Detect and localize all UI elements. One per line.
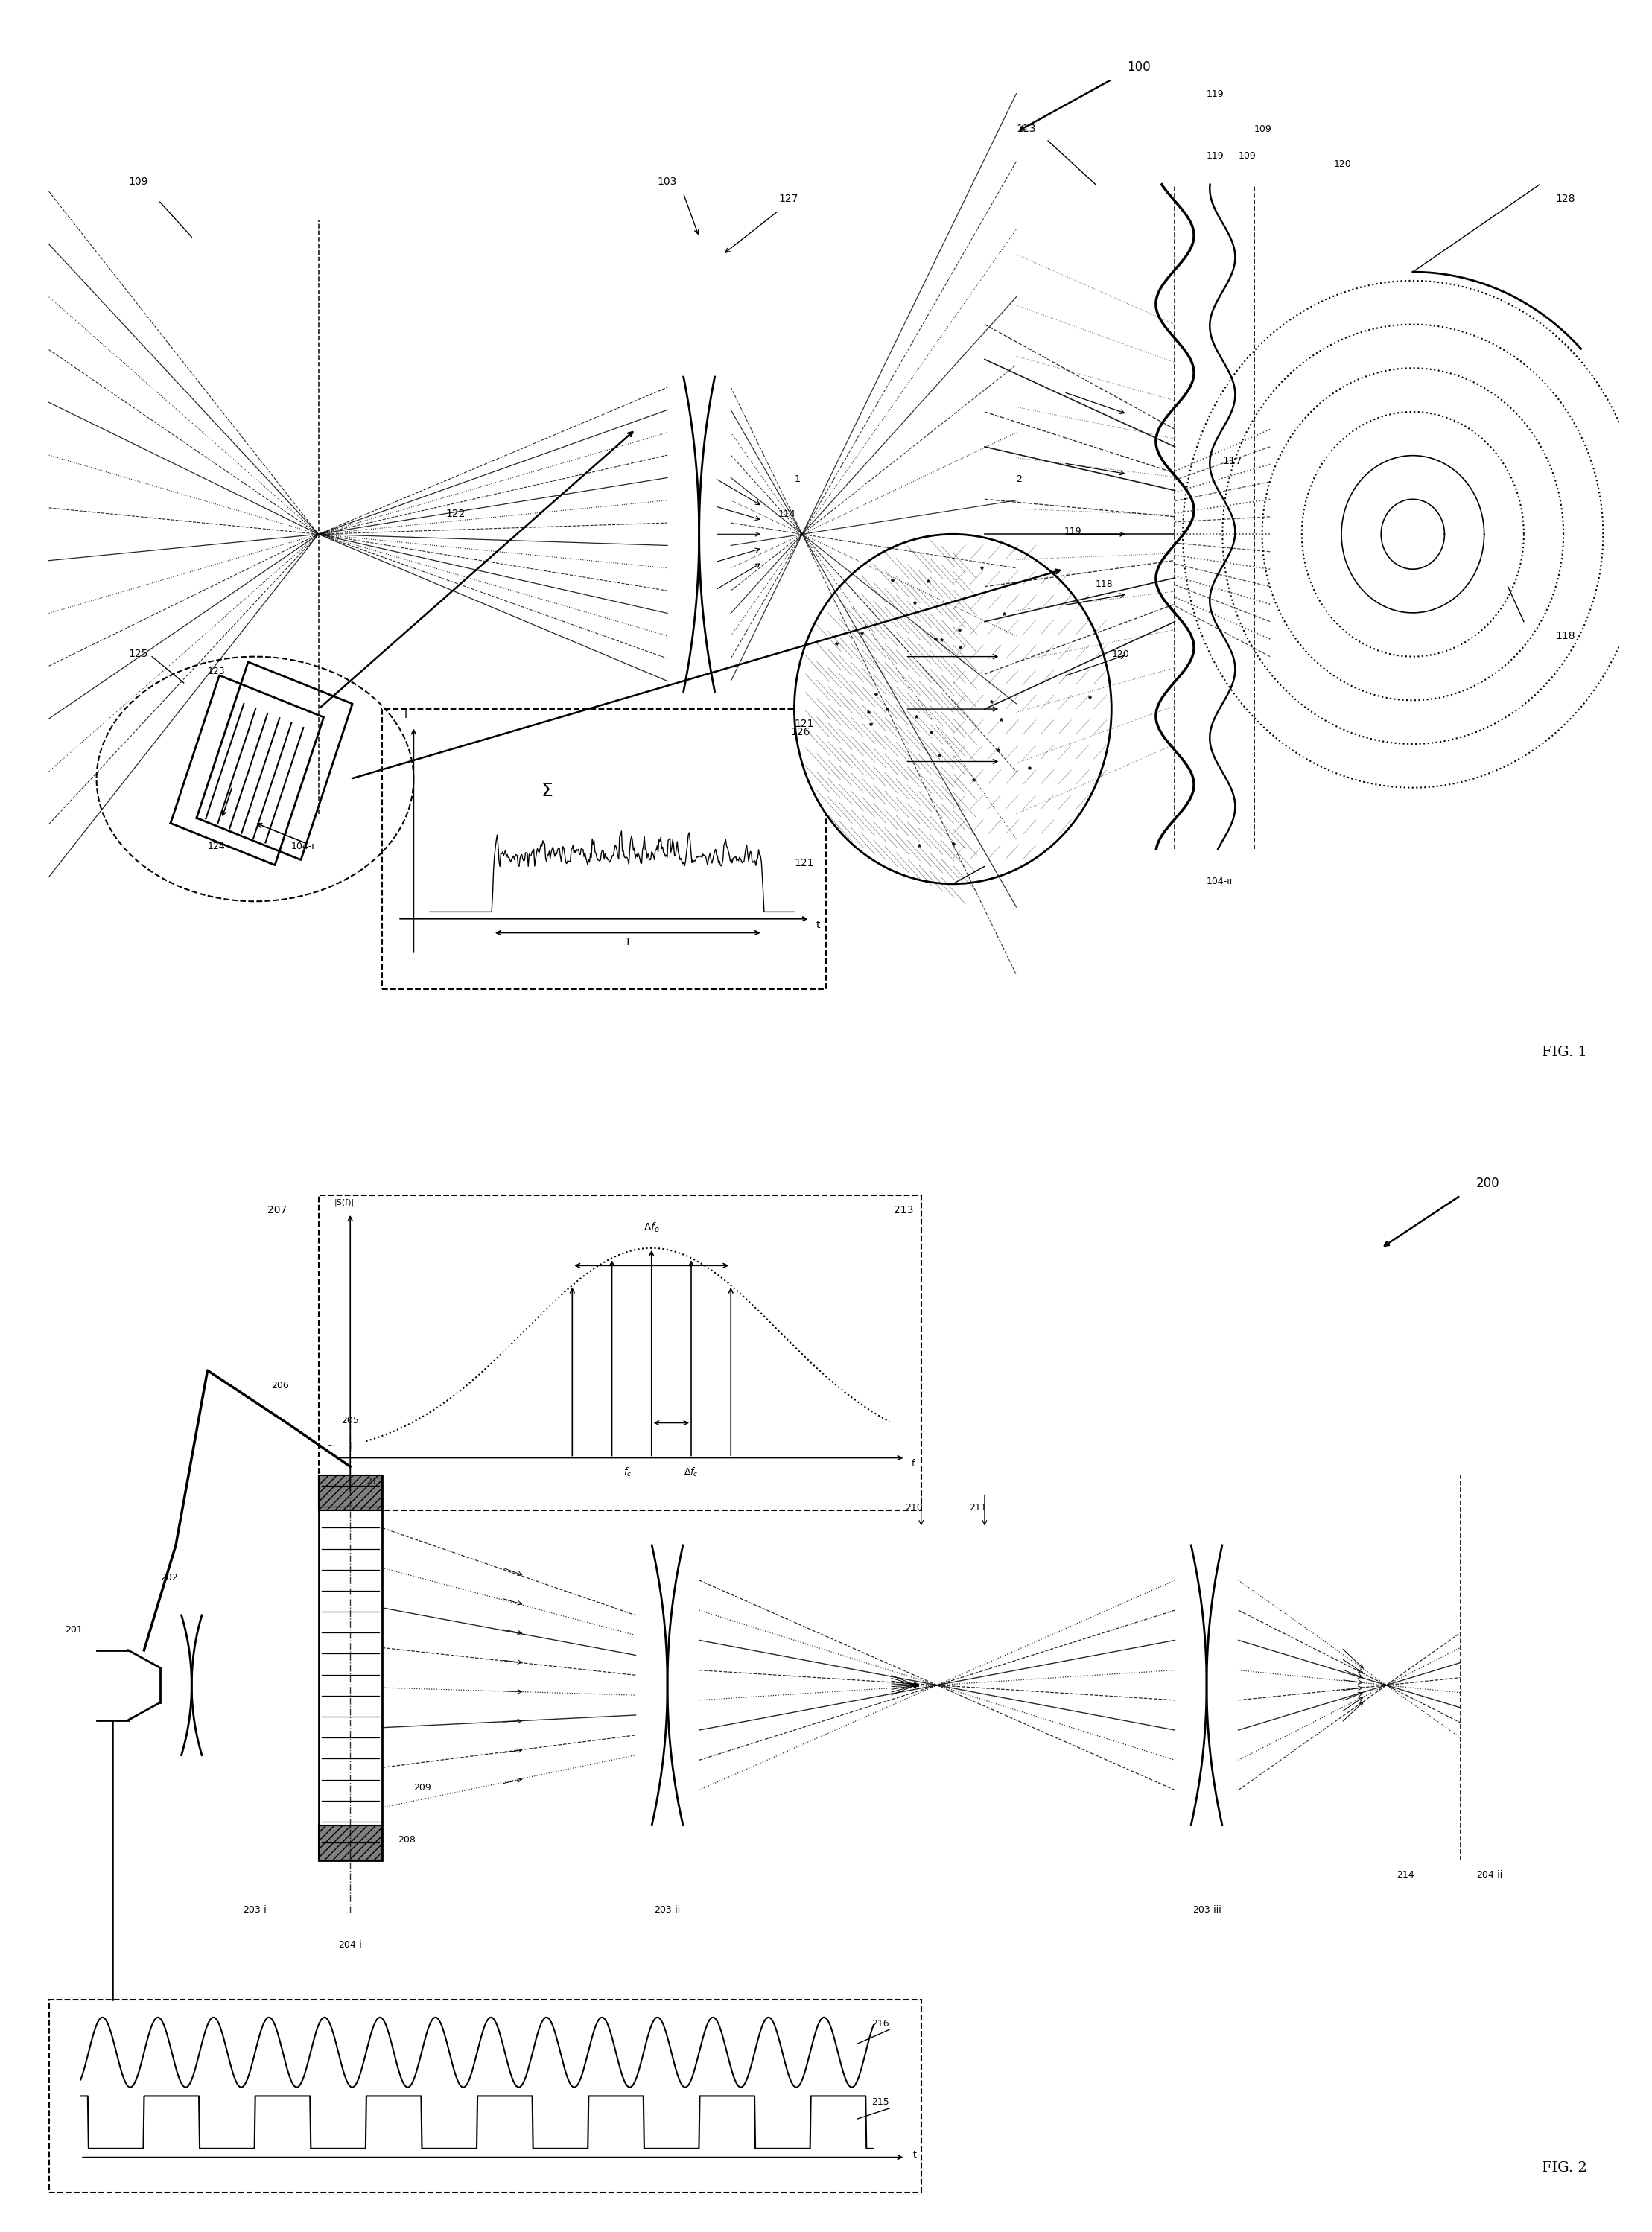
Text: 120: 120	[1112, 650, 1130, 658]
Text: 119: 119	[1064, 527, 1082, 536]
Text: 118: 118	[1556, 632, 1576, 641]
Text: 213: 213	[894, 1205, 914, 1216]
Text: 207: 207	[268, 1205, 287, 1216]
Text: 103: 103	[657, 176, 677, 187]
Text: 104-i: 104-i	[291, 841, 314, 850]
Text: 100: 100	[1127, 60, 1151, 74]
Circle shape	[795, 533, 1112, 884]
Text: 127: 127	[778, 194, 798, 205]
FancyBboxPatch shape	[319, 1196, 922, 1511]
Text: t: t	[816, 920, 819, 931]
Text: 120: 120	[1333, 158, 1351, 170]
Text: 208: 208	[398, 1835, 416, 1846]
Text: 1: 1	[795, 473, 800, 484]
Text: 210: 210	[905, 1502, 923, 1513]
Text: $f_c$: $f_c$	[624, 1466, 631, 1478]
Text: 104-ii: 104-ii	[1206, 877, 1232, 886]
Text: 118: 118	[1095, 578, 1113, 589]
Text: T: T	[624, 937, 631, 946]
Text: I: I	[405, 710, 408, 721]
Bar	[319, 1826, 382, 1859]
Text: 124: 124	[208, 841, 225, 850]
Text: t: t	[914, 2149, 917, 2161]
Text: FIG. 2: FIG. 2	[1541, 2161, 1588, 2174]
Text: 215: 215	[872, 2098, 889, 2107]
Text: 214: 214	[1398, 1870, 1414, 1879]
Text: 211: 211	[968, 1502, 986, 1513]
FancyBboxPatch shape	[50, 2000, 922, 2192]
Text: 128: 128	[1556, 194, 1576, 205]
Text: 201: 201	[64, 1625, 83, 1636]
Text: 202: 202	[160, 1574, 178, 1582]
Text: l: l	[349, 1442, 352, 1451]
Text: 117: 117	[1222, 455, 1242, 466]
Text: 113: 113	[1016, 123, 1036, 134]
Text: 200: 200	[1477, 1176, 1500, 1190]
Text: ~: ~	[327, 1442, 335, 1451]
Text: 203-i: 203-i	[243, 1904, 268, 1915]
Text: 109: 109	[1239, 152, 1256, 161]
Text: 121: 121	[795, 857, 814, 868]
Text: 114: 114	[778, 509, 796, 520]
Text: $\Delta f_c$: $\Delta f_c$	[684, 1466, 699, 1478]
Bar	[319, 1475, 382, 1511]
Text: FIG. 1: FIG. 1	[1541, 1045, 1588, 1058]
Text: f: f	[912, 1460, 915, 1469]
Text: 204-i: 204-i	[339, 1940, 362, 1951]
Text: |S(f)|: |S(f)|	[334, 1199, 355, 1205]
Text: 2: 2	[1016, 473, 1023, 484]
Text: 119: 119	[1206, 152, 1224, 161]
Text: 122: 122	[446, 509, 464, 520]
Text: 212: 212	[367, 1478, 383, 1487]
Text: 203-ii: 203-ii	[654, 1904, 681, 1915]
Text: 123: 123	[208, 667, 225, 676]
FancyBboxPatch shape	[382, 710, 826, 989]
Text: 209: 209	[413, 1783, 431, 1792]
Text: $\Delta f_o$: $\Delta f_o$	[643, 1221, 659, 1234]
Text: 206: 206	[271, 1379, 289, 1391]
Text: 205: 205	[342, 1415, 358, 1426]
Text: 109: 109	[129, 176, 149, 187]
Text: 204-ii: 204-ii	[1477, 1870, 1502, 1879]
Text: 109: 109	[1254, 125, 1272, 134]
Text: 121: 121	[795, 719, 814, 730]
Text: 125: 125	[129, 647, 147, 658]
Bar	[319, 1475, 382, 1859]
Text: 126: 126	[790, 728, 809, 737]
Text: $\Sigma$: $\Sigma$	[540, 781, 553, 801]
Text: 216: 216	[872, 2018, 889, 2029]
Text: 203-iii: 203-iii	[1193, 1904, 1221, 1915]
Text: 119: 119	[1206, 89, 1224, 100]
